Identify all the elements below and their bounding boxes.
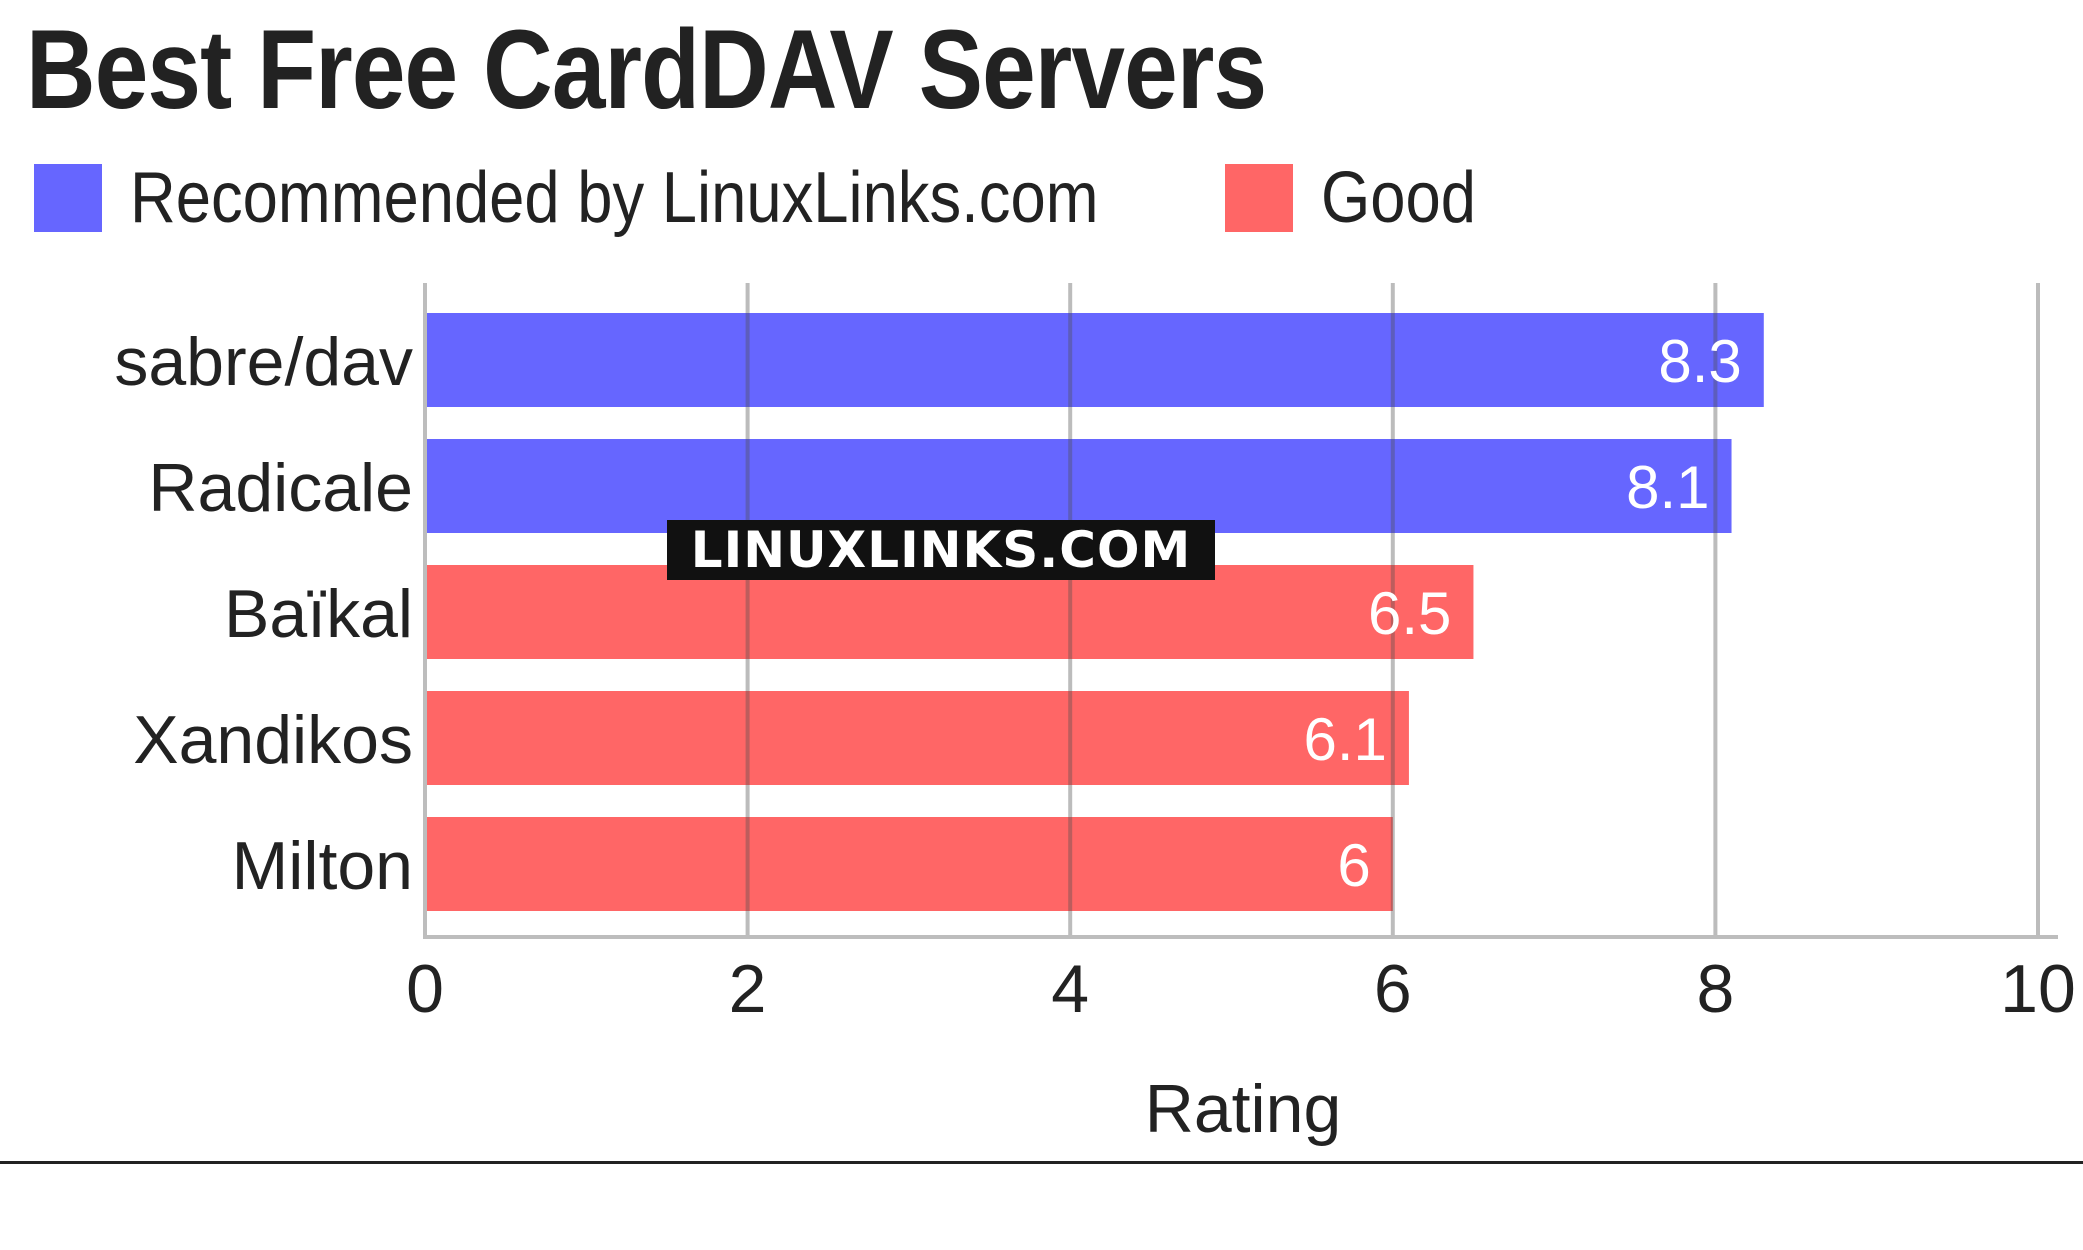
data-label-milton: 6 (1337, 832, 1370, 899)
bar-milton (425, 817, 1393, 911)
x-axis-title: Rating (1145, 1071, 1342, 1147)
category-label-sabre-dav: sabre/dav (114, 324, 413, 400)
x-tick-label-10: 10 (2000, 951, 2076, 1027)
x-tick-label-2: 2 (729, 951, 767, 1027)
bars (425, 313, 1764, 911)
category-label-milton: Milton (232, 828, 413, 904)
category-label-xandikos: Xandikos (133, 702, 413, 778)
grid-lines (745, 283, 2040, 937)
bar-radicale (425, 439, 1732, 533)
chart-title: Best Free CardDAV Servers (26, 7, 1267, 132)
bar-ba-kal (425, 565, 1474, 659)
legend: Recommended by LinuxLinks.com Good (34, 160, 1487, 236)
axes (423, 283, 2058, 939)
data-label-sabre-dav: 8.3 (1658, 328, 1741, 395)
x-tick-label-6: 6 (1374, 951, 1412, 1027)
legend-label-recommended: Recommended by LinuxLinks.com (130, 158, 1099, 238)
labels: 8.3 sabre/dav 8.1 Radicale 6.5 Baïkal 6.1 Xandi… (114, 324, 2075, 1027)
bar-xandikos (425, 691, 1409, 785)
bar-sabre-dav (425, 313, 1764, 407)
category-label-ba-kal: Baïkal (224, 576, 413, 652)
legend-swatch-good (1224, 164, 1293, 232)
data-label-xandikos: 6.1 (1304, 706, 1387, 773)
x-tick-label-8: 8 (1696, 951, 1734, 1027)
x-tick-label-4: 4 (1051, 951, 1089, 1027)
x-tick-label-0: 0 (406, 951, 444, 1027)
category-label-radicale: Radicale (148, 450, 413, 526)
legend-item-good: Good (1224, 160, 1476, 236)
legend-item-recommended: Recommended by LinuxLinks.com (34, 160, 1171, 236)
legend-swatch-recommended (34, 164, 102, 232)
data-label-ba-kal: 6.5 (1368, 580, 1451, 647)
watermark-logo: LINUXLINKS.COM (667, 520, 1215, 580)
legend-label-good: Good (1320, 158, 1476, 238)
data-label-radicale: 8.1 (1626, 454, 1709, 521)
bottom-divider (0, 1161, 2083, 1164)
